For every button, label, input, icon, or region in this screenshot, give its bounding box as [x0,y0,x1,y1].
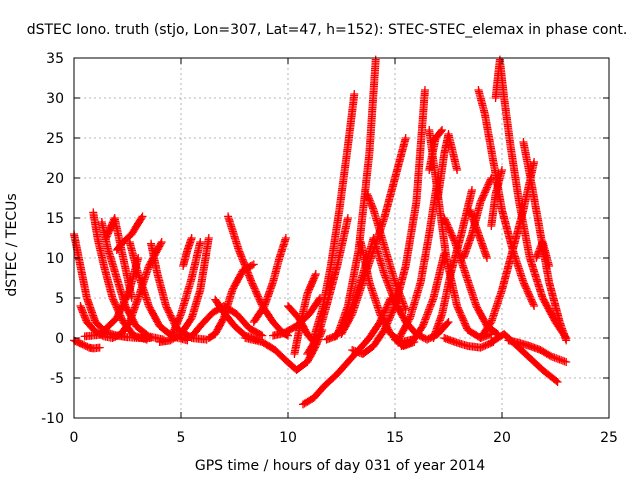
data-series [465,206,491,262]
plus-marker-path [391,335,419,350]
plus-marker-path [155,234,213,346]
x-tick-label: 0 [70,430,79,446]
data-series [249,234,290,326]
data-series [391,335,419,350]
data-series [290,270,320,358]
data-series [348,86,429,358]
data-series [224,212,292,340]
plus-marker-path [249,234,290,326]
plus-marker-path [487,166,506,230]
plus-marker-path [369,234,453,344]
data-series [532,238,554,270]
plus-marker-path [465,206,491,262]
y-tick-label: 5 [55,291,64,307]
data-series [363,190,410,314]
y-tick-label: 25 [46,131,64,147]
x-tick-label: 10 [279,430,297,446]
plus-marker-path [348,86,429,358]
data-series [433,130,462,202]
data-series [89,208,151,344]
plus-marker-path [433,130,462,202]
data-series [491,55,571,342]
x-axis-label: GPS time / hours of day 031 of year 2014 [195,458,485,474]
plus-marker-path [322,55,380,344]
y-tick-label: -5 [50,371,64,387]
data-series [369,234,453,344]
y-tick-label: 10 [46,251,64,267]
y-tick-label: 30 [46,91,64,107]
y-tick-label: 35 [46,51,64,67]
x-tick-label: 25 [600,430,618,446]
plus-marker-path [89,208,151,344]
data-series [487,166,506,230]
plus-marker-path [179,234,196,270]
plus-marker-path [309,90,359,342]
plot-frame [73,57,610,419]
data-series [168,238,205,338]
x-tick-label: 20 [493,430,511,446]
y-tick-label: 15 [46,211,64,227]
plus-marker-path [504,336,571,366]
plus-marker-path [440,334,498,352]
plus-marker-path [532,238,554,270]
data-series [155,234,213,346]
plus-marker-path [102,214,136,302]
plus-marker-path [491,55,571,342]
plus-marker-path [112,212,147,254]
y-axis-label: dSTEC / TECUs [4,193,20,296]
data-marks [70,55,571,409]
data-series [112,212,147,254]
data-series [440,334,498,352]
data-series [504,336,571,366]
y-tick-label: -10 [41,411,64,427]
plus-marker-path [363,190,410,314]
y-tick-label: 0 [55,331,64,347]
data-series [179,234,196,270]
plus-marker-path [224,212,292,340]
data-series [322,55,380,344]
axis-ticks [73,57,610,419]
data-series [102,214,136,302]
axis-tick-labels: 0 5 10 15 20 25 -10 -5 0 5 10 15 20 25 30 35 [41,51,618,446]
plus-marker-path [168,238,205,338]
plus-marker-path [290,270,320,358]
y-tick-label: 20 [46,171,64,187]
x-tick-label: 5 [177,430,186,446]
x-tick-label: 15 [386,430,404,446]
data-series [309,90,359,342]
chart-title: dSTEC Iono. truth (stjo, Lon=307, Lat=47… [27,22,628,38]
